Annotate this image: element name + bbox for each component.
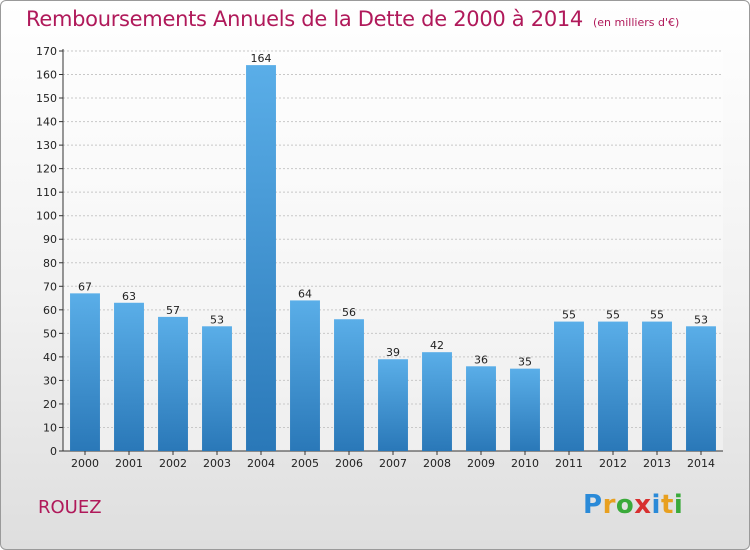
- data-label: 39: [386, 346, 400, 359]
- y-tick-label: 170: [36, 45, 57, 58]
- x-tick-label: 2010: [511, 457, 539, 470]
- y-tick-label: 90: [43, 233, 57, 246]
- data-label: 35: [518, 356, 532, 369]
- data-label: 55: [650, 309, 664, 322]
- x-tick-label: 2007: [379, 457, 407, 470]
- y-tick-label: 70: [43, 280, 57, 293]
- x-tick-label: 2008: [423, 457, 451, 470]
- x-tick-label: 2004: [247, 457, 275, 470]
- y-tick-label: 110: [36, 186, 57, 199]
- data-label: 67: [78, 280, 92, 293]
- data-label: 42: [430, 339, 444, 352]
- data-label: 55: [606, 309, 620, 322]
- x-tick-label: 2009: [467, 457, 495, 470]
- chart-title-text: Remboursements Annuels de la Dette de 20…: [26, 7, 583, 31]
- data-label: 64: [298, 287, 312, 300]
- bar: [378, 359, 408, 451]
- y-tick-label: 80: [43, 257, 57, 270]
- data-label: 53: [694, 313, 708, 326]
- y-tick-label: 130: [36, 139, 57, 152]
- x-tick-label: 2006: [335, 457, 363, 470]
- y-tick-label: 160: [36, 69, 57, 82]
- y-tick-label: 140: [36, 116, 57, 129]
- x-tick-label: 2011: [555, 457, 583, 470]
- y-tick-label: 10: [43, 421, 57, 434]
- x-tick-label: 2014: [687, 457, 715, 470]
- data-label: 63: [122, 290, 136, 303]
- y-tick-label: 30: [43, 374, 57, 387]
- bar: [598, 321, 628, 451]
- bar: [466, 366, 496, 451]
- y-tick-label: 0: [50, 445, 57, 458]
- y-tick-label: 40: [43, 351, 57, 364]
- bar: [686, 326, 716, 451]
- y-tick-label: 50: [43, 327, 57, 340]
- data-label: 56: [342, 306, 356, 319]
- bar: [158, 316, 188, 451]
- data-label: 53: [210, 313, 224, 326]
- bar: [334, 319, 364, 451]
- bar: [70, 293, 100, 451]
- bar: [246, 65, 276, 451]
- x-tick-label: 2003: [203, 457, 231, 470]
- y-tick-label: 60: [43, 304, 57, 317]
- bar: [422, 352, 452, 451]
- x-tick-label: 2002: [159, 457, 187, 470]
- y-tick-label: 20: [43, 398, 57, 411]
- data-label: 55: [562, 309, 576, 322]
- chart-unit: (en milliers d'€): [593, 16, 680, 29]
- bar: [202, 326, 232, 451]
- x-tick-label: 2013: [643, 457, 671, 470]
- x-tick-label: 2000: [71, 457, 99, 470]
- proxiti-logo: Proxiti: [583, 490, 684, 520]
- bar: [290, 300, 320, 451]
- bar: [554, 321, 584, 451]
- data-label: 36: [474, 353, 488, 366]
- x-tick-label: 2001: [115, 457, 143, 470]
- y-tick-label: 150: [36, 92, 57, 105]
- chart-title: Remboursements Annuels de la Dette de 20…: [26, 7, 679, 31]
- town-name: ROUEZ: [38, 497, 102, 518]
- bar: [114, 302, 144, 451]
- y-tick-label: 120: [36, 163, 57, 176]
- bar: [642, 321, 672, 451]
- y-tick-label: 100: [36, 210, 57, 223]
- bar: [510, 368, 540, 451]
- data-label: 57: [166, 304, 180, 317]
- data-label: 164: [251, 52, 272, 65]
- x-tick-label: 2005: [291, 457, 319, 470]
- x-tick-label: 2012: [599, 457, 627, 470]
